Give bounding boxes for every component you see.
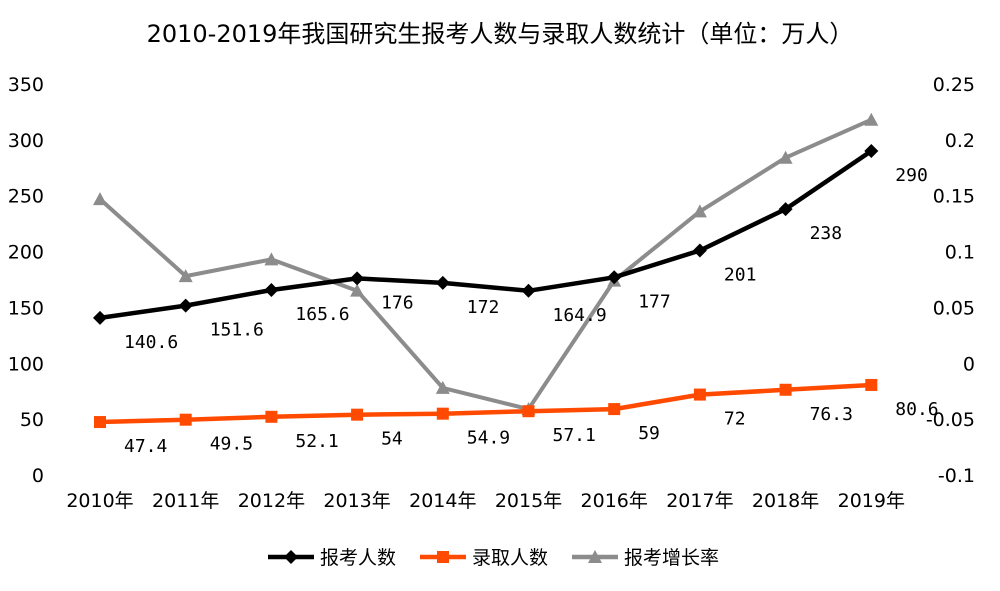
chart-title: 2010-2019年我国研究生报考人数与录取人数统计（单位：万人）: [147, 20, 854, 48]
legend-label-admissions: 录取人数: [472, 547, 548, 569]
y-left-tick-label: 300: [8, 130, 44, 152]
x-tick-label: 2017年: [666, 490, 733, 512]
x-tick-label: 2018年: [752, 490, 819, 512]
y-left-tick-label: 250: [8, 186, 44, 208]
data-point-admissions: [608, 403, 621, 416]
data-label-admissions: 72: [724, 409, 746, 430]
data-point-growth-rate: [93, 192, 107, 206]
data-point-growth-rate: [178, 269, 193, 283]
x-tick-label: 2011年: [152, 490, 219, 512]
y-right-tick-label: 0.2: [945, 130, 975, 152]
y-left-tick-label: 150: [8, 297, 44, 319]
y-right-tick-label: 0: [963, 353, 975, 375]
data-point-growth-rate: [264, 252, 279, 266]
x-tick-label: 2013年: [323, 490, 390, 512]
y-right-tick-label: 0.15: [933, 186, 975, 208]
y-right-tick-label: 0.05: [933, 297, 975, 319]
data-label-applicants: 238: [810, 223, 843, 244]
data-label-applicants: 165.6: [295, 304, 349, 325]
data-label-admissions: 59: [638, 423, 660, 444]
y-right-tick-label: -0.1: [938, 465, 975, 487]
data-point-applicants: [778, 202, 793, 217]
data-point-applicants: [178, 298, 193, 313]
x-tick-label: 2019年: [838, 490, 905, 512]
data-label-admissions: 54.9: [467, 428, 510, 449]
data-point-growth-rate: [350, 283, 365, 297]
x-tick-label: 2014年: [409, 490, 476, 512]
legend-marker-growth-rate: [588, 550, 602, 563]
data-point-admissions: [179, 413, 192, 426]
data-label-applicants: 176: [381, 292, 414, 313]
data-label-applicants: 201: [724, 264, 757, 285]
data-point-admissions: [865, 378, 878, 391]
data-point-applicants: [607, 270, 622, 285]
x-tick-label: 2010年: [66, 490, 133, 512]
x-tick-label: 2016年: [581, 490, 648, 512]
y-left-tick-label: 100: [8, 353, 44, 375]
x-tick-label: 2012年: [238, 490, 305, 512]
data-point-applicants: [521, 283, 536, 298]
data-label-applicants: 290: [895, 165, 928, 186]
data-label-admissions: 76.3: [810, 404, 853, 425]
data-point-growth-rate: [864, 112, 879, 126]
data-point-admissions: [351, 408, 364, 421]
data-point-applicants: [692, 243, 707, 258]
y-left-tick-label: 50: [20, 409, 44, 431]
data-label-applicants: 151.6: [210, 320, 264, 341]
data-label-applicants: 140.6: [124, 332, 178, 353]
data-point-applicants: [435, 275, 450, 290]
data-point-applicants: [864, 144, 879, 159]
data-label-admissions: 57.1: [553, 425, 596, 446]
series-line-growth-rate: [98, 117, 874, 412]
data-label-admissions: 49.5: [210, 434, 253, 455]
data-point-admissions: [94, 416, 106, 429]
x-tick-label: 2015年: [495, 490, 562, 512]
legend-label-growth-rate: 报考增长率: [624, 547, 719, 569]
y-right-tick-label: 0.25: [933, 74, 975, 96]
data-label-admissions: 47.4: [124, 436, 167, 457]
data-point-admissions: [693, 388, 706, 401]
data-label-admissions: 54: [381, 429, 403, 450]
data-label-applicants: 164.9: [553, 305, 607, 326]
y-left-tick-label: 0: [32, 465, 44, 487]
data-point-admissions: [265, 410, 278, 423]
data-label-applicants: 177: [638, 291, 671, 312]
data-point-admissions: [522, 405, 535, 418]
y-left-tick-label: 350: [8, 74, 44, 96]
legend-label-applicants: 报考人数: [320, 547, 396, 569]
data-label-admissions: 52.1: [295, 431, 338, 452]
data-label-admissions: 80.6: [895, 399, 938, 420]
data-point-applicants: [264, 283, 279, 298]
data-label-applicants: 172: [467, 297, 500, 318]
data-point-admissions: [436, 407, 449, 420]
y-right-tick-label: 0.1: [945, 242, 975, 264]
data-point-admissions: [779, 383, 792, 396]
series-line-applicants: [97, 148, 874, 321]
data-point-growth-rate: [692, 204, 707, 218]
legend-marker-applicants: [284, 550, 298, 564]
data-point-applicants: [93, 310, 107, 325]
data-point-applicants: [350, 271, 365, 286]
data-point-growth-rate: [778, 150, 793, 164]
data-point-growth-rate: [435, 380, 450, 394]
legend-marker-admissions: [437, 551, 449, 563]
series-line-admissions: [97, 382, 874, 425]
y-left-tick-label: 200: [8, 242, 44, 264]
y-right-tick-label: -0.05: [926, 409, 975, 431]
